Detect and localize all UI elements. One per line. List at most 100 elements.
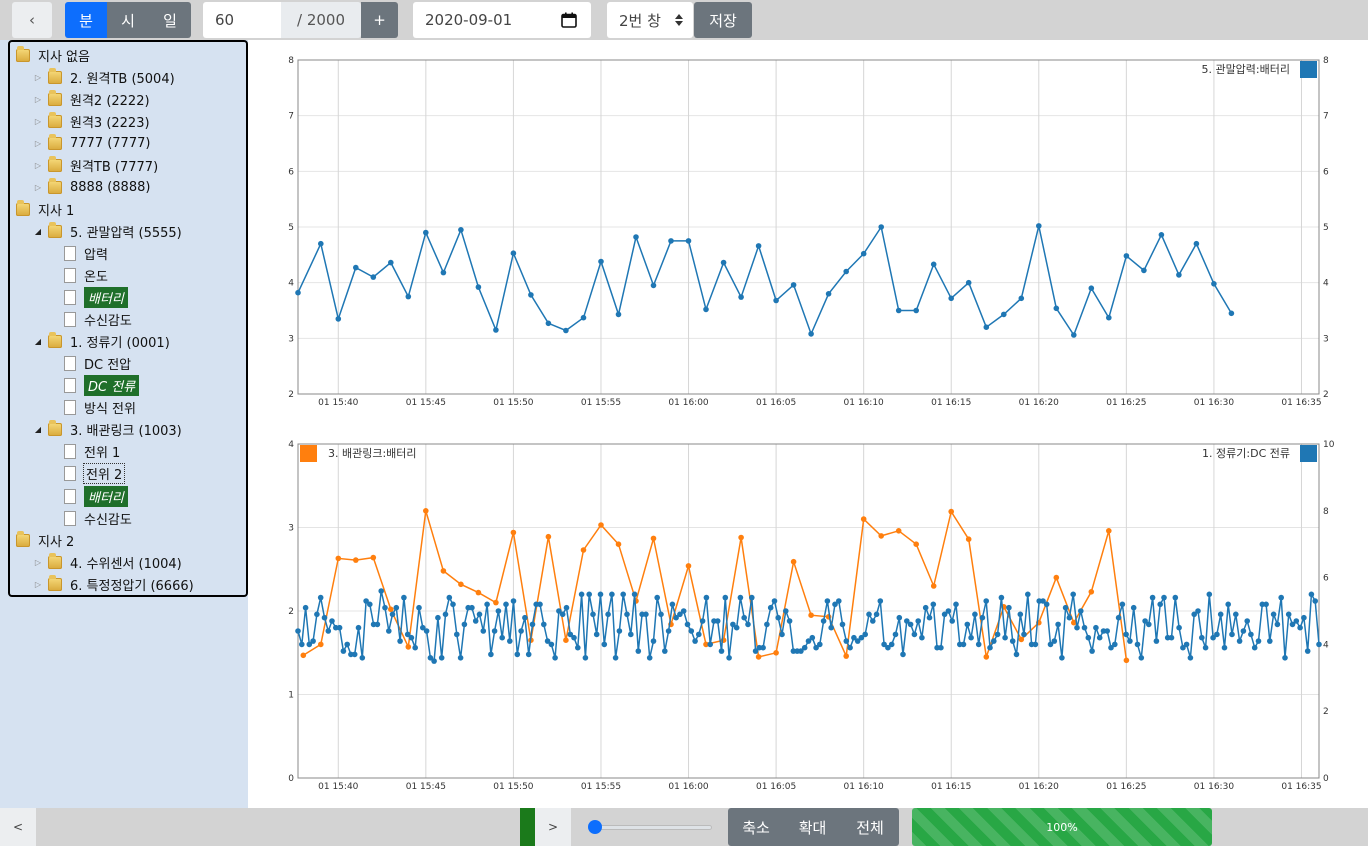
- tree-folder-node[interactable]: ◢ 1. 정류기 (0001): [34, 331, 170, 353]
- tree-folder-node[interactable]: ▷ 원격2 (2222): [34, 88, 150, 110]
- data-point: [374, 621, 381, 628]
- zoom-slider[interactable]: [586, 808, 716, 846]
- collapsed-arrow-icon[interactable]: ▷: [34, 160, 42, 170]
- tree-folder-node[interactable]: ▷ 8888 (8888): [34, 176, 150, 198]
- tree-leaf-node[interactable]: 방식 전위: [64, 397, 136, 419]
- tree-leaf-node[interactable]: 수신감도: [64, 309, 132, 331]
- y-tick-label: 8: [288, 56, 294, 66]
- data-point: [1018, 636, 1025, 643]
- unit-minute-button[interactable]: 분: [65, 2, 107, 38]
- data-point: [329, 618, 335, 624]
- data-point: [1115, 614, 1122, 621]
- window-select[interactable]: 2번 창: [607, 2, 693, 38]
- x-tick-label: 01 16:25: [1106, 782, 1146, 792]
- tree-leaf-node[interactable]: 온도: [64, 265, 108, 287]
- tree-leaf-node[interactable]: 전위 2: [64, 463, 126, 485]
- data-point: [1248, 631, 1254, 638]
- expanded-arrow-icon[interactable]: ◢: [34, 425, 42, 435]
- data-point: [960, 641, 967, 648]
- tree-folder-node[interactable]: 지사 없음: [16, 44, 90, 66]
- zoom-slider-knob[interactable]: [588, 820, 602, 834]
- save-button[interactable]: 저장: [694, 2, 752, 38]
- data-point: [767, 604, 774, 611]
- back-button[interactable]: ‹: [12, 2, 52, 38]
- data-point: [510, 250, 517, 256]
- date-input[interactable]: 2020-09-01: [413, 2, 591, 38]
- tree-folder-node[interactable]: ▷ 원격3 (2223): [34, 110, 150, 132]
- data-point: [340, 648, 347, 654]
- data-point: [363, 598, 369, 604]
- collapsed-arrow-icon[interactable]: ▷: [34, 72, 42, 82]
- tree-folder-node[interactable]: ▷ 4. 수위센서 (1004): [34, 551, 182, 573]
- x-tick-label: 01 16:00: [668, 782, 709, 792]
- data-point: [983, 654, 990, 660]
- plot-frame: [297, 443, 1320, 779]
- tree-leaf-node[interactable]: 배터리: [64, 287, 128, 309]
- data-point: [624, 611, 630, 618]
- tree-leaf-node[interactable]: 수신감도: [64, 507, 132, 529]
- data-point: [888, 641, 895, 648]
- count-input[interactable]: 60: [203, 2, 281, 38]
- data-point: [911, 631, 918, 638]
- tree-folder-node[interactable]: ▷ 7777 (7777): [34, 132, 150, 154]
- zoom-out-button[interactable]: 축소: [728, 808, 784, 846]
- tree-folder-node[interactable]: 지사 2: [16, 529, 74, 551]
- data-point: [1240, 628, 1247, 634]
- data-point: [726, 655, 732, 661]
- data-point: [401, 594, 407, 601]
- tree-folder-node[interactable]: ▷ 원격TB (7777): [34, 154, 158, 176]
- data-point: [1289, 621, 1296, 628]
- data-point: [635, 648, 642, 654]
- data-point: [335, 316, 342, 322]
- collapsed-arrow-icon[interactable]: ▷: [34, 579, 42, 589]
- y-right-tick-label: 7: [1323, 112, 1329, 122]
- tree-node-label: 3. 배관링크 (1003): [70, 424, 182, 440]
- data-point: [1096, 634, 1103, 641]
- folder-icon: [48, 89, 62, 106]
- x-tick-label: 01 15:55: [581, 782, 621, 792]
- prev-button[interactable]: <: [0, 808, 36, 846]
- x-tick-label: 01 16:20: [1019, 398, 1060, 408]
- collapsed-arrow-icon[interactable]: ▷: [34, 94, 42, 104]
- data-point: [488, 651, 494, 658]
- data-point: [1229, 631, 1235, 638]
- collapsed-arrow-icon[interactable]: ▷: [34, 138, 42, 148]
- collapsed-arrow-icon[interactable]: ▷: [34, 116, 42, 126]
- show-all-button[interactable]: 전체: [841, 808, 899, 846]
- data-point: [575, 644, 581, 651]
- data-point: [431, 658, 437, 664]
- tree-folder-node[interactable]: 지사 1: [16, 198, 74, 220]
- unit-day-button[interactable]: 일: [149, 2, 191, 38]
- expanded-arrow-icon[interactable]: ◢: [34, 337, 42, 347]
- data-point: [450, 601, 456, 608]
- collapsed-arrow-icon[interactable]: ▷: [34, 182, 42, 192]
- expanded-arrow-icon[interactable]: ◢: [34, 226, 42, 236]
- tree-folder-node[interactable]: ◢ 5. 관말압력 (5555): [34, 220, 182, 242]
- data-point: [1142, 618, 1148, 624]
- data-point: [1055, 621, 1061, 628]
- calendar-icon[interactable]: [561, 12, 577, 28]
- next-button[interactable]: >: [535, 808, 571, 846]
- tree-folder-node[interactable]: ▷ 2. 원격TB (5004): [34, 66, 175, 88]
- data-point: [1304, 648, 1311, 654]
- data-point: [805, 638, 812, 644]
- collapsed-arrow-icon[interactable]: ▷: [34, 557, 42, 567]
- y-tick-label: 4: [288, 279, 294, 289]
- tree-leaf-node[interactable]: 압력: [64, 242, 108, 264]
- tree-leaf-node[interactable]: DC 전압: [64, 353, 131, 375]
- data-point: [1032, 641, 1039, 648]
- data-point: [1285, 611, 1292, 618]
- data-point: [913, 541, 919, 547]
- data-point: [907, 621, 914, 628]
- tree-folder-node[interactable]: ◢ 3. 배관링크 (1003): [34, 419, 182, 441]
- tree-leaf-node[interactable]: DC 전류: [64, 375, 140, 397]
- plus-button[interactable]: +: [361, 2, 398, 38]
- unit-hour-button[interactable]: 시: [107, 2, 149, 38]
- data-point: [633, 234, 639, 240]
- scroll-thumb[interactable]: [520, 808, 535, 846]
- tree-leaf-node[interactable]: 전위 1: [64, 441, 120, 463]
- y-right-tick-label: 2: [1323, 707, 1329, 717]
- tree-folder-node[interactable]: ▷ 6. 특정정압기 (6666): [34, 573, 194, 595]
- zoom-in-button[interactable]: 확대: [784, 808, 841, 846]
- tree-leaf-node[interactable]: 배터리: [64, 485, 128, 507]
